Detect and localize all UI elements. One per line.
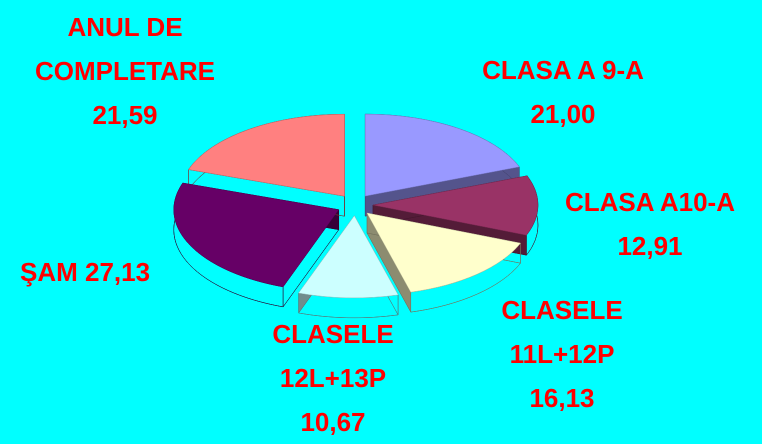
category-name: CLASELE 12L+13P: [272, 319, 394, 393]
slice: [372, 175, 539, 236]
value-label: 10,67: [300, 407, 366, 437]
value-label: 27,13: [85, 257, 151, 287]
slice: [298, 215, 399, 299]
value-label: 16,13: [529, 383, 595, 413]
value-label: 21,59: [92, 100, 158, 130]
category-name: CLASA A 9-A: [482, 55, 644, 85]
slice-label: ŞAM 27,13: [20, 250, 220, 294]
slice: [366, 212, 521, 293]
category-name: ŞAM: [20, 257, 78, 287]
category-name: CLASELE 11L+12P: [501, 295, 623, 369]
value-label: 12,91: [617, 231, 683, 261]
slice: [188, 113, 345, 197]
slice: [364, 113, 520, 197]
page: CLASA A 9-A 21,00 CLASA A10-A 12,91 CLASELE …: [5, 5, 762, 437]
slice-label: CLASA A 9-A 21,00: [433, 48, 693, 136]
slice-label: CLASELE 12L+13P 10,67: [253, 312, 413, 444]
pie-chart: [173, 113, 539, 319]
slice-label: ANUL DE COMPLETARE 21,59: [5, 5, 245, 137]
value-label: 21,00: [530, 99, 596, 129]
slice-label: CLASA A10-A 12,91: [535, 180, 762, 268]
category-name: CLASA A10-A: [565, 187, 735, 217]
category-name: ANUL DE COMPLETARE: [34, 12, 216, 86]
slice: [173, 182, 340, 288]
slice-label: CLASELE 11L+12P 16,13: [482, 288, 642, 420]
